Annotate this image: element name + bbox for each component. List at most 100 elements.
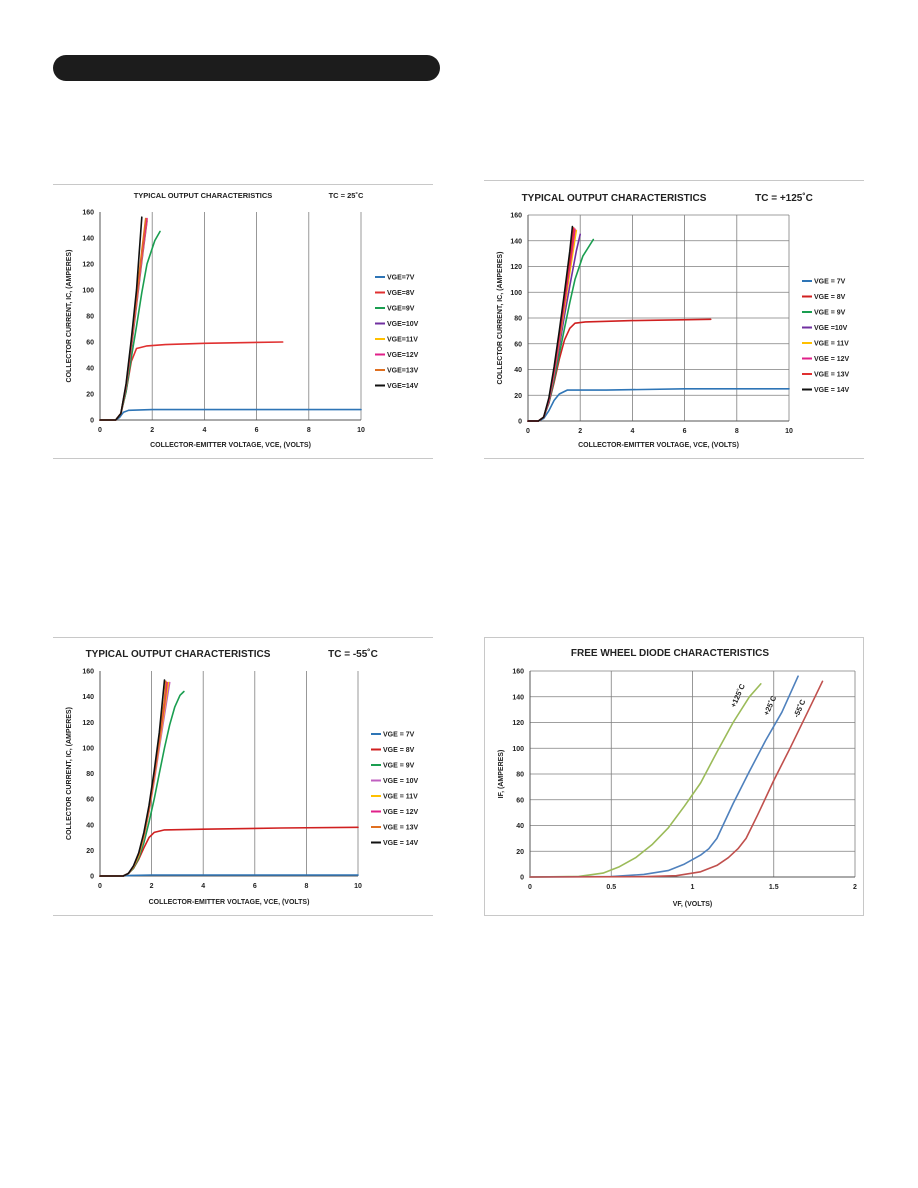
- y-tick-label: 120: [510, 264, 522, 271]
- x-axis-label: COLLECTOR-EMITTER VOLTAGE, VCE, (VOLTS): [150, 442, 311, 449]
- y-tick-label: 80: [514, 316, 522, 323]
- x-tick-label: 10: [785, 428, 793, 435]
- legend-label: VGE=9V: [387, 306, 415, 313]
- legend-label: VGE =10V: [814, 325, 848, 332]
- legend-label: VGE = 13V: [814, 372, 850, 379]
- legend-label: VGE = 7V: [383, 732, 415, 739]
- y-tick-label: 40: [86, 822, 94, 829]
- x-tick-label: 8: [735, 428, 739, 435]
- x-tick-label: 10: [357, 427, 365, 434]
- y-tick-label: 0: [90, 874, 94, 881]
- x-tick-label: 6: [683, 428, 687, 435]
- y-tick-label: 160: [82, 669, 94, 676]
- y-tick-label: 0: [520, 875, 524, 882]
- legend-label: VGE = 14V: [383, 840, 419, 847]
- legend-label: VGE=10V: [387, 321, 419, 328]
- chart-title: FREE WHEEL DIODE CHARACTERISTICS: [571, 648, 769, 659]
- y-axis-label: COLLECTOR CURRENT, IC, (AMPERES): [66, 250, 73, 383]
- y-tick-label: 100: [82, 745, 94, 752]
- legend-label: VGE = 8V: [814, 294, 846, 301]
- y-tick-label: 160: [512, 669, 524, 676]
- y-tick-label: 60: [86, 340, 94, 347]
- series-line-1: [529, 675, 799, 878]
- x-tick-label: 1: [691, 884, 695, 891]
- series-line-2: [529, 680, 824, 878]
- legend-label: VGE = 11V: [814, 341, 849, 348]
- y-tick-label: 60: [86, 797, 94, 804]
- y-tick-label: 20: [516, 849, 524, 856]
- x-tick-label: 2: [150, 883, 154, 890]
- x-tick-label: 4: [202, 427, 206, 434]
- y-tick-label: 0: [90, 418, 94, 425]
- series-line-2: [99, 690, 185, 877]
- y-tick-label: 0: [518, 419, 522, 426]
- y-tick-label: 160: [82, 210, 94, 217]
- x-tick-label: 10: [354, 883, 362, 890]
- x-tick-label: 0: [98, 883, 102, 890]
- x-axis-label: COLLECTOR-EMITTER VOLTAGE, VCE, (VOLTS): [149, 899, 310, 906]
- legend-label: VGE = 8V: [383, 747, 415, 754]
- x-tick-label: 8: [307, 427, 311, 434]
- x-tick-label: 4: [201, 883, 205, 890]
- y-tick-label: 100: [82, 288, 94, 295]
- y-tick-label: 20: [86, 392, 94, 399]
- legend-label: VGE=14V: [387, 383, 419, 390]
- legend-label: VGE = 7V: [814, 279, 846, 286]
- x-axis-label: COLLECTOR-EMITTER VOLTAGE, VCE, (VOLTS): [578, 442, 739, 449]
- legend-label: VGE = 13V: [383, 825, 419, 832]
- chart-output-25c: 0 20 40 60 80 100 120 140 160 0 2 4 6 8 10 TYPICAL OUTP…: [53, 184, 433, 459]
- series-line-3: [527, 233, 581, 422]
- chart-diode: 0 20 40 60 80 100 120 140 160 0 0.5 1 1.5 2 FREE WHEEL…: [484, 637, 864, 916]
- chart-svg: 0 20 40 60 80 100 120 140 160 0 2 4 6 8 10 TYPICAL OUTP…: [66, 191, 419, 449]
- legend-label: VGE = 11V: [383, 794, 418, 801]
- series-line-5: [99, 681, 168, 877]
- y-tick-label: 120: [512, 720, 524, 727]
- y-tick-label: 80: [516, 772, 524, 779]
- y-tick-label: 60: [516, 797, 524, 804]
- x-tick-label: 2: [150, 427, 154, 434]
- series-line-0: [99, 408, 362, 421]
- series-label: +25˚C: [762, 694, 779, 717]
- series-line-3: [99, 681, 171, 877]
- y-axis-label: COLLECTOR CURRENT, IC, (AMPERES): [66, 707, 73, 840]
- y-tick-label: 20: [86, 848, 94, 855]
- x-tick-label: 0.5: [606, 884, 616, 891]
- y-tick-label: 40: [86, 366, 94, 373]
- y-tick-label: 80: [86, 314, 94, 321]
- legend-label: VGE=8V: [387, 290, 415, 297]
- y-tick-label: 40: [516, 823, 524, 830]
- x-tick-label: 1.5: [769, 884, 779, 891]
- y-tick-label: 140: [510, 238, 522, 245]
- x-tick-label: 4: [630, 428, 634, 435]
- series-line-2: [99, 230, 161, 421]
- x-tick-label: 6: [255, 427, 259, 434]
- y-tick-label: 140: [82, 694, 94, 701]
- chart-condition: TC = 25˚C: [329, 191, 364, 200]
- x-tick-label: 2: [578, 428, 582, 435]
- chart-output-125c: 0 20 40 60 80 100 120 140 160 0 2 4 6 8 10 TYPICAL OUTP…: [484, 180, 864, 459]
- x-tick-label: 6: [253, 883, 257, 890]
- x-tick-label: 0: [526, 428, 530, 435]
- y-tick-label: 160: [510, 213, 522, 220]
- chart-output-minus55c: 0 20 40 60 80 100 120 140 160 0 2 4 6 8 10 TYPICAL OUTP…: [53, 637, 433, 916]
- chart-svg: 0 20 40 60 80 100 120 140 160 0 2 4 6 8 10 TYPICAL OUTP…: [497, 192, 850, 449]
- legend-label: VGE = 10V: [383, 778, 419, 785]
- legend-label: VGE=11V: [387, 337, 418, 344]
- x-tick-label: 2: [853, 884, 857, 891]
- y-tick-label: 120: [82, 720, 94, 727]
- y-tick-label: 40: [514, 367, 522, 374]
- x-tick-label: 0: [98, 427, 102, 434]
- y-axis-label: COLLECTOR CURRENT, IC, (AMPERES): [497, 252, 504, 385]
- series-line-0: [529, 683, 762, 878]
- series-line-6: [99, 680, 167, 877]
- series-line-7: [99, 216, 143, 421]
- chart-condition: TC = -55˚C: [328, 648, 378, 660]
- y-tick-label: 120: [82, 262, 94, 269]
- chart-title: TYPICAL OUTPUT CHARACTERISTICS: [134, 191, 273, 200]
- y-tick-label: 80: [86, 771, 94, 778]
- series-line-7: [99, 679, 166, 877]
- series-line-0: [527, 388, 790, 422]
- legend-label: VGE=7V: [387, 275, 415, 282]
- x-axis-label: VF, (VOLTS): [673, 901, 713, 908]
- y-tick-label: 20: [514, 393, 522, 400]
